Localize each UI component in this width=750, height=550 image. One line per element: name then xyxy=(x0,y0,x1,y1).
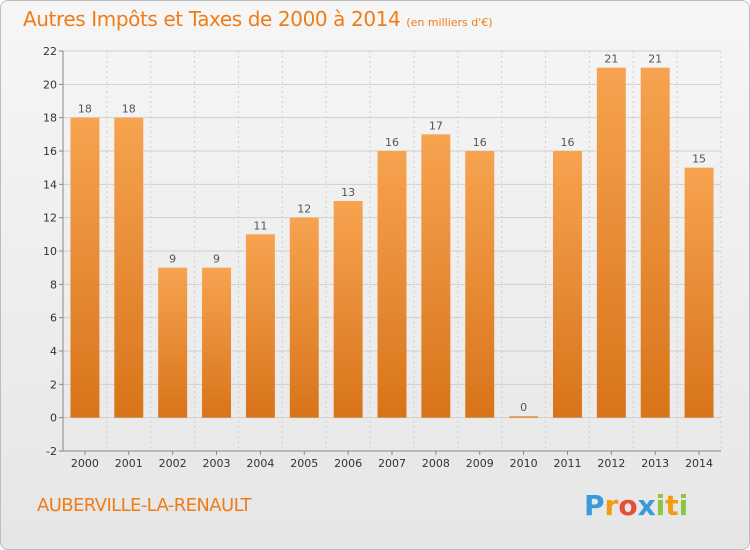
y-tick-label: 18 xyxy=(43,112,57,125)
chart-title: Autres Impôts et Taxes de 2000 à 2014 (en… xyxy=(23,7,493,31)
x-tick-label: 2010 xyxy=(510,457,538,470)
y-tick-label: 8 xyxy=(50,278,57,291)
logo-letter: i xyxy=(655,489,666,522)
x-tick-label: 2014 xyxy=(685,457,713,470)
data-label: 15 xyxy=(692,153,706,166)
y-tick-label: 20 xyxy=(43,78,57,91)
bar xyxy=(245,234,275,418)
y-tick-label: 4 xyxy=(50,345,57,358)
data-label: 0 xyxy=(520,401,527,414)
y-tick-label: 6 xyxy=(50,312,57,325)
data-labels: 18 18 9 9 11 12 13 16 17 16 0 16 21 21 15 xyxy=(78,53,706,414)
bar xyxy=(158,267,188,418)
chart-unit-note: (en milliers d'€) xyxy=(406,16,493,29)
y-tick-label: 0 xyxy=(50,412,57,425)
commune-name: AUBERVILLE-LA-RENAULT xyxy=(37,495,252,516)
x-tick-label: 2011 xyxy=(553,457,581,470)
x-tick-label: 2003 xyxy=(203,457,231,470)
x-tick-label: 2006 xyxy=(334,457,362,470)
axes xyxy=(59,50,721,455)
bar xyxy=(421,134,451,418)
data-label: 9 xyxy=(169,253,176,266)
y-tick-label: 14 xyxy=(43,178,57,191)
y-tick-labels: -2 0 2 4 6 8 10 12 14 16 18 20 22 xyxy=(43,45,57,458)
bar xyxy=(333,201,363,418)
y-tick-label: 12 xyxy=(43,212,57,225)
bar xyxy=(70,117,100,418)
data-label: 9 xyxy=(213,253,220,266)
data-label: 12 xyxy=(297,203,311,216)
logo-letter: x xyxy=(637,489,656,522)
bar xyxy=(202,267,232,418)
logo-letter: o xyxy=(618,489,638,522)
bar xyxy=(552,151,582,418)
y-tick-label: 22 xyxy=(43,45,57,58)
bar xyxy=(289,217,319,418)
bar xyxy=(465,151,495,418)
chart-title-text: Autres Impôts et Taxes de 2000 à 2014 xyxy=(23,7,401,31)
bar xyxy=(114,117,144,418)
proxiti-logo: Proxiti xyxy=(584,489,688,522)
data-label: 21 xyxy=(648,53,662,66)
data-label: 16 xyxy=(560,136,574,149)
data-label: 11 xyxy=(253,219,267,232)
x-tick-label: 2005 xyxy=(290,457,318,470)
bars xyxy=(70,67,714,418)
bar xyxy=(596,67,626,418)
x-tick-label: 2004 xyxy=(246,457,274,470)
data-label: 18 xyxy=(122,103,136,116)
logo-letter: P xyxy=(584,489,605,522)
logo-letter: i xyxy=(678,489,689,522)
x-tick-label: 2008 xyxy=(422,457,450,470)
data-label: 16 xyxy=(385,136,399,149)
data-label: 18 xyxy=(78,103,92,116)
x-tick-label: 2002 xyxy=(159,457,187,470)
x-tick-label: 2013 xyxy=(641,457,669,470)
y-tick-label: 2 xyxy=(50,378,57,391)
x-tick-label: 2012 xyxy=(597,457,625,470)
bar xyxy=(377,151,407,418)
x-tick-label: 2007 xyxy=(378,457,406,470)
x-tick-label: 2009 xyxy=(466,457,494,470)
y-tick-label: 16 xyxy=(43,145,57,158)
bar xyxy=(509,416,539,418)
x-tick-label: 2000 xyxy=(71,457,99,470)
logo-letter: t xyxy=(665,489,679,522)
bar xyxy=(640,67,670,418)
logo-letter: r xyxy=(604,489,619,522)
data-label: 21 xyxy=(604,53,618,66)
data-label: 17 xyxy=(429,119,443,132)
bar xyxy=(684,167,714,418)
x-tick-labels: 2000 2001 2002 2003 2004 2005 2006 2007 2008 2009… xyxy=(71,457,713,470)
data-label: 13 xyxy=(341,186,355,199)
data-label: 16 xyxy=(473,136,487,149)
y-tick-label: -2 xyxy=(46,445,57,458)
x-tick-label: 2001 xyxy=(115,457,143,470)
y-tick-label: 10 xyxy=(43,245,57,258)
